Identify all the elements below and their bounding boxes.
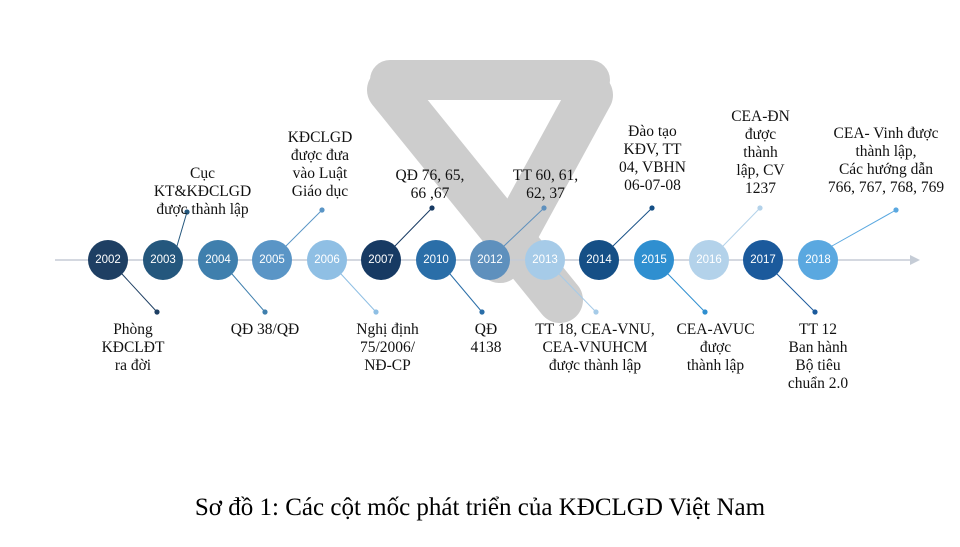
year-label: 2017 [750, 254, 776, 266]
milestone-label-2003: Cục KT&KĐCLGD được thành lập [153, 165, 252, 218]
connector-line-2017 [776, 273, 816, 313]
connector-dot-2003 [184, 209, 190, 215]
connector-dot-2015 [702, 309, 708, 315]
connector-dot-2018 [893, 207, 899, 213]
milestone-label-2010: QĐ 4138 [470, 321, 502, 356]
connector-lines [121, 205, 899, 315]
year-node-2005: 2005 [252, 240, 292, 280]
year-node-2010: 2010 [416, 240, 456, 280]
connector-dot-2014 [649, 205, 655, 211]
connector-dot-2012 [541, 205, 547, 211]
year-node-2014: 2014 [579, 240, 619, 280]
milestone-label-2015: CEA-AVUC được thành lập [676, 321, 755, 374]
year-label: 2013 [532, 254, 558, 266]
timeline-arrowhead [910, 255, 920, 265]
year-label: 2018 [805, 254, 831, 266]
connector-line-2013 [558, 273, 597, 313]
connector-line-2018 [831, 209, 897, 247]
connector-line-2014 [612, 207, 653, 247]
connector-line-2004 [231, 273, 266, 313]
connector-dot-2007 [429, 205, 435, 211]
year-node-2007: 2007 [361, 240, 401, 280]
year-node-2012: 2012 [470, 240, 510, 280]
connector-line-2006 [340, 273, 377, 313]
year-label: 2005 [259, 254, 285, 266]
year-node-2006: 2006 [307, 240, 347, 280]
connector-line-2010 [449, 273, 483, 313]
connector-line-2005 [285, 209, 323, 247]
connector-line-2003 [176, 211, 188, 247]
year-node-2018: 2018 [798, 240, 838, 280]
connector-line-2016 [722, 207, 761, 247]
year-node-2017: 2017 [743, 240, 783, 280]
year-node-2003: 2003 [143, 240, 183, 280]
connector-line-2002 [121, 273, 158, 313]
milestone-label-2007: QĐ 76, 65, 66 ,67 [395, 167, 465, 202]
milestone-label-2005: KĐCLGD được đưa vào Luật Giáo dục [287, 129, 353, 200]
year-label: 2010 [423, 254, 449, 266]
year-label: 2015 [641, 254, 667, 266]
connector-dot-2016 [757, 205, 763, 211]
year-label: 2012 [477, 254, 503, 266]
connector-dot-2002 [154, 309, 160, 315]
milestone-label-2018: CEA- Vinh được thành lập, Các hướng dẫn … [827, 125, 945, 196]
year-label: 2014 [586, 254, 612, 266]
milestone-label-2012: TT 60, 61, 62, 37 [512, 167, 579, 202]
connector-dot-2004 [262, 309, 268, 315]
year-node-2002: 2002 [88, 240, 128, 280]
connector-dot-2005 [319, 207, 325, 213]
connector-dot-2013 [593, 309, 599, 315]
year-label: 2016 [696, 254, 722, 266]
milestone-label-2016: CEA-ĐN được thành lập, CV 1237 [731, 108, 790, 197]
figure-caption: Sơ đồ 1: Các cột mốc phát triển của KĐCL… [194, 494, 766, 521]
milestone-label-2002: Phòng KĐCLĐT ra đời [101, 321, 165, 374]
year-node-2013: 2013 [525, 240, 565, 280]
milestone-label-2013: TT 18, CEA-VNU, CEA-VNUHCM được thành lậ… [535, 321, 655, 374]
year-node-2016: 2016 [689, 240, 729, 280]
milestone-label-2017: TT 12 Ban hành Bộ tiêu chuẩn 2.0 [787, 321, 849, 392]
year-label: 2002 [95, 254, 121, 266]
connector-dot-2010 [479, 309, 485, 315]
year-label: 2006 [314, 254, 340, 266]
year-node-2004: 2004 [198, 240, 238, 280]
year-node-2015: 2015 [634, 240, 674, 280]
year-label: 2004 [205, 254, 231, 266]
milestone-label-2006: Nghị định 75/2006/ NĐ-CP [356, 321, 419, 374]
connector-dot-2017 [812, 309, 818, 315]
connector-line-2007 [394, 207, 433, 247]
year-label: 2007 [368, 254, 394, 266]
connector-line-2015 [667, 273, 706, 313]
year-label: 2003 [150, 254, 176, 266]
milestone-label-2004: QĐ 38/QĐ [230, 321, 300, 338]
connector-dot-2006 [373, 309, 379, 315]
connector-line-2012 [503, 207, 545, 247]
milestone-label-2014: Đào tạo KĐV, TT 04, VBHN 06-07-08 [619, 123, 686, 194]
